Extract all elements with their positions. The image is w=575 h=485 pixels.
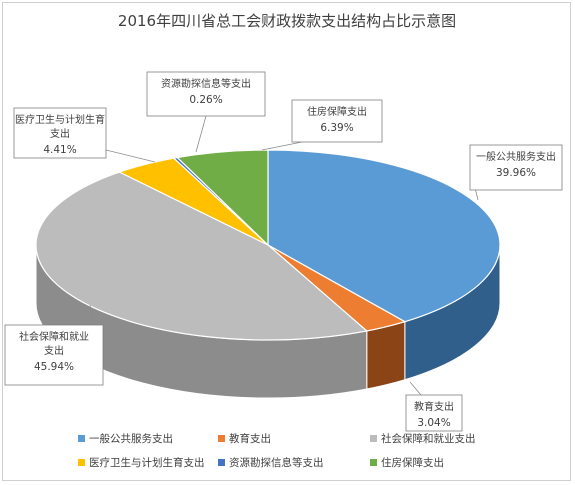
- label-name-4: 资源勘探信息等支出: [161, 77, 251, 90]
- pie-slice-2: [35, 171, 369, 341]
- label-name-5: 住房保障支出: [307, 105, 367, 118]
- label-box-2: [4, 324, 104, 386]
- label-box-0: [469, 144, 563, 191]
- label-box-3: [13, 107, 107, 159]
- label-leader-3: [105, 149, 156, 163]
- label-leader-1: [409, 381, 422, 396]
- label-leader-2: [89, 304, 94, 326]
- label-leader-4: [195, 115, 207, 153]
- label-name-3: 医疗卫生与计划生育支出: [15, 113, 105, 140]
- legend-swatch-5: [370, 459, 377, 466]
- label-name-0: 一般公共服务支出: [476, 150, 556, 163]
- legend-label-2: 社会保障和就业支出: [381, 432, 476, 445]
- chart-title: 2016年四川省总工会财政拨款支出结构占比示意图: [118, 12, 456, 30]
- data-labels: 一般公共服务支出 39.96% 教育支出 3.04% 社会保障和就业支出 45.94% 医疗…: [4, 71, 563, 432]
- label-name-1: 教育支出: [414, 400, 454, 413]
- pie-slice-0: [267, 149, 501, 323]
- label-box-1: [405, 394, 463, 432]
- legend-swatch-3: [78, 459, 85, 466]
- legend-label-0: 一般公共服务支出: [89, 432, 173, 445]
- label-box-4: [146, 71, 266, 117]
- legend-swatch-0: [78, 435, 85, 442]
- label-name-2: 社会保障和就业支出: [19, 330, 89, 357]
- legend-swatch-2: [370, 435, 377, 442]
- label-value-2: 45.94%: [34, 361, 74, 373]
- legend-label-4: 资源勘探信息等支出: [229, 456, 324, 469]
- legend-label-5: 住房保障支出: [381, 456, 444, 469]
- legend-label-1: 教育支出: [229, 432, 271, 445]
- label-value-4: 0.26%: [189, 94, 222, 106]
- legend-label-3: 医疗卫生与计划生育支出: [89, 456, 205, 469]
- label-value-3: 4.41%: [43, 144, 76, 156]
- label-value-0: 39.96%: [496, 167, 536, 179]
- label-value-1: 3.04%: [417, 417, 450, 429]
- legend-swatch-4: [218, 459, 225, 466]
- label-box-5: [291, 99, 383, 143]
- label-value-5: 6.39%: [320, 122, 353, 134]
- pie-slice-5: [176, 149, 269, 247]
- label-leaders: [89, 115, 479, 396]
- pie-tops: [35, 149, 501, 341]
- label-leader-5: [261, 141, 303, 151]
- pie-side-1: [366, 321, 406, 390]
- legend-swatch-1: [218, 435, 225, 442]
